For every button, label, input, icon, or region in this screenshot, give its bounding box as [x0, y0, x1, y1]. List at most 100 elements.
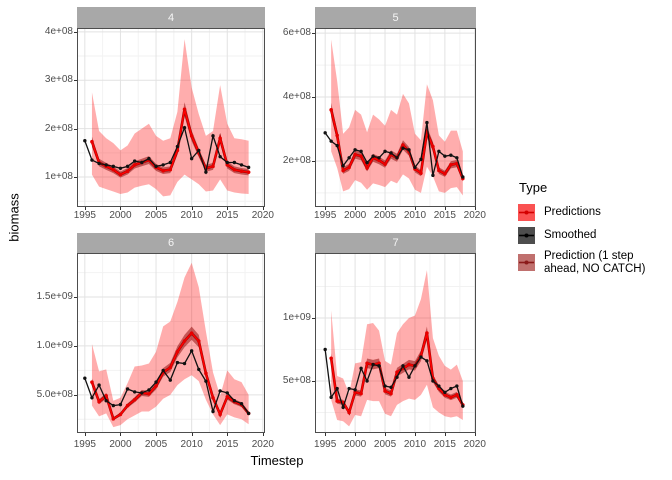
- x-axis-tick-label: 1995: [314, 439, 337, 450]
- smoothed-point: [353, 388, 357, 392]
- smoothed-point: [377, 156, 381, 160]
- predictions-point: [347, 410, 351, 415]
- x-axis-tick-label: 2000: [343, 439, 367, 450]
- x-axis-tick-label: 2010: [180, 439, 203, 450]
- x-axis-tick: [120, 433, 122, 436]
- smoothed-point: [218, 154, 222, 159]
- smoothed-point: [329, 395, 333, 400]
- smoothed-point: [449, 386, 453, 391]
- predictions-point: [118, 412, 123, 417]
- facet-strip-6: 6: [77, 233, 265, 253]
- x-axis-tick-label: 2000: [109, 210, 132, 221]
- y-axis-tick: [74, 177, 77, 178]
- predictions-point: [154, 384, 158, 388]
- predictions-point: [341, 168, 345, 173]
- predictions-point: [335, 133, 339, 138]
- smoothed-point: [323, 347, 327, 352]
- smoothed-point: [97, 383, 101, 387]
- smoothed-point: [365, 379, 369, 383]
- y-axis-tick: [312, 317, 315, 319]
- predictions-point: [395, 370, 399, 374]
- y-axis-tick: [74, 394, 77, 396]
- x-axis-tick-label: 2020: [463, 439, 486, 450]
- x-axis-tick: [474, 433, 476, 436]
- prediction-no-catch-key-icon: [518, 254, 535, 271]
- smoothed-point: [425, 359, 429, 363]
- smoothed-point: [401, 146, 405, 150]
- predictions-point: [182, 107, 187, 112]
- smoothed-point: [239, 401, 244, 406]
- smoothed-point: [437, 384, 441, 388]
- predictions-point: [239, 169, 244, 173]
- smoothed-point: [140, 160, 144, 165]
- facet-strip-4: 4: [77, 7, 265, 28]
- y-axis-tick: [312, 97, 315, 99]
- smoothed-point: [443, 390, 447, 395]
- smoothed-point: [365, 160, 369, 165]
- smoothed-point: [389, 151, 393, 155]
- legend-label: Predictions: [544, 206, 601, 219]
- smoothed-point: [377, 364, 381, 368]
- smoothed-point: [353, 148, 357, 152]
- smoothed-point: [147, 388, 151, 392]
- legend-item-predictions: Predictions: [518, 204, 668, 221]
- smoothed-point: [431, 173, 435, 178]
- predictions-point: [97, 399, 101, 404]
- smoothed-point: [168, 160, 172, 165]
- legend: Type Predictions Smoothed Prediction (1 …: [518, 180, 668, 281]
- smoothed-point: [395, 375, 399, 379]
- smoothed-point: [232, 399, 237, 403]
- smoothed-point: [104, 399, 108, 403]
- predictions-point: [211, 395, 215, 400]
- x-axis-tick: [325, 433, 327, 436]
- prediction-ci-ribbon: [331, 270, 463, 427]
- x-axis-tick: [414, 207, 416, 210]
- y-axis-tick-label: 4e+08: [44, 25, 73, 37]
- predictions-point: [407, 362, 411, 367]
- smoothed-point: [449, 153, 453, 157]
- smoothed-key-icon: [518, 227, 535, 244]
- x-axis-tick: [444, 207, 446, 210]
- predictions-point: [125, 169, 130, 173]
- panel-border: [315, 253, 476, 433]
- legend-label: Smoothed: [544, 229, 597, 242]
- predictions-point: [377, 158, 381, 163]
- facet-panel-6: [77, 253, 265, 433]
- smoothed-point: [371, 362, 375, 367]
- predictions-point: [168, 365, 173, 370]
- x-axis-tick: [474, 207, 476, 210]
- smoothed-point: [246, 165, 251, 170]
- predictions-point: [383, 389, 387, 393]
- predictions-point: [425, 331, 429, 335]
- predictions-point: [132, 163, 137, 167]
- predictions-point: [182, 339, 187, 343]
- y-axis-tick: [312, 380, 315, 382]
- x-axis-tick-label: 1995: [73, 439, 96, 450]
- x-axis-tick-label: 2020: [463, 210, 486, 221]
- smoothed-point: [239, 163, 244, 167]
- predictions-point: [161, 168, 165, 173]
- x-axis-tick: [191, 433, 193, 436]
- smoothed-point: [147, 156, 151, 161]
- smoothed-point: [111, 164, 116, 169]
- predictions-point: [189, 331, 194, 336]
- x-axis-tick: [385, 433, 387, 436]
- smoothed-point: [154, 164, 158, 169]
- legend-item-prediction-no-catch: Prediction (1 step ahead, NO CATCH): [518, 250, 668, 275]
- smoothed-point: [182, 361, 187, 366]
- predictions-point: [90, 139, 94, 144]
- x-axis-tick-label: 2010: [403, 439, 427, 450]
- y-axis-tick: [74, 345, 77, 347]
- x-axis-tick: [414, 433, 416, 436]
- x-axis-tick-label: 2000: [343, 210, 367, 221]
- y-axis-tick: [74, 80, 77, 82]
- predictions-point: [218, 412, 222, 417]
- predictions-point: [443, 171, 447, 176]
- x-axis-tick: [156, 207, 158, 210]
- smoothed-point: [341, 405, 345, 410]
- predictions-point: [329, 356, 333, 361]
- smoothed-point: [175, 360, 180, 365]
- predictions-point: [132, 397, 137, 402]
- predictions-point: [359, 154, 363, 158]
